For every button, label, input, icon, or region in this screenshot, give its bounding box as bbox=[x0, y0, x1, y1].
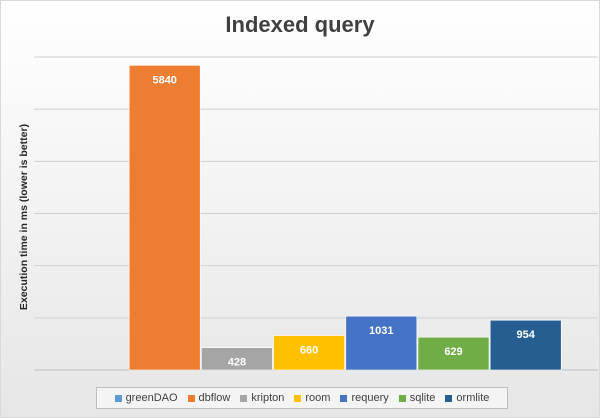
legend-item-greenDAO: greenDAO bbox=[114, 392, 178, 404]
legend-swatch bbox=[294, 394, 302, 402]
legend-swatch bbox=[445, 394, 453, 402]
bar-kripton bbox=[201, 347, 273, 371]
data-label-dbflow: 5840 bbox=[152, 74, 176, 86]
bar-ormlite bbox=[489, 319, 562, 371]
legend-swatch bbox=[340, 394, 348, 402]
legend-swatch bbox=[398, 394, 406, 402]
legend-label: ormlite bbox=[456, 392, 490, 404]
legend-item-dbflow: dbflow bbox=[187, 392, 231, 404]
legend-label: requery bbox=[351, 392, 389, 404]
legend-label: dbflow bbox=[198, 392, 231, 404]
data-label-room: 660 bbox=[300, 345, 318, 357]
legend-item-ormlite: ormlite bbox=[445, 392, 489, 404]
legend-item-sqlite: sqlite bbox=[398, 392, 436, 404]
data-label-kripton: 428 bbox=[228, 357, 246, 369]
legend-label: kripton bbox=[251, 392, 285, 404]
legend-item-room: room bbox=[294, 392, 330, 404]
legend-label: sqlite bbox=[409, 392, 436, 404]
bar-sqlite bbox=[417, 336, 490, 371]
bar-dbflow bbox=[128, 65, 201, 371]
legend-label: greenDAO bbox=[125, 392, 178, 404]
data-label-ormlite: 954 bbox=[517, 329, 536, 341]
legend-swatch bbox=[187, 394, 195, 402]
bar-requery bbox=[345, 315, 418, 371]
data-label-requery: 1031 bbox=[369, 325, 393, 337]
legend: greenDAO dbflow kripton room requery sqlite or… bbox=[96, 387, 508, 409]
legend-swatch bbox=[114, 394, 122, 402]
bar-room bbox=[273, 335, 345, 371]
chart-title: Indexed query bbox=[225, 12, 375, 37]
legend-item-requery: requery bbox=[340, 392, 389, 404]
legend-swatch bbox=[240, 394, 248, 402]
legend-item-kripton: kripton bbox=[240, 392, 284, 404]
data-label-sqlite: 629 bbox=[444, 346, 462, 358]
legend-label: room bbox=[305, 392, 331, 404]
